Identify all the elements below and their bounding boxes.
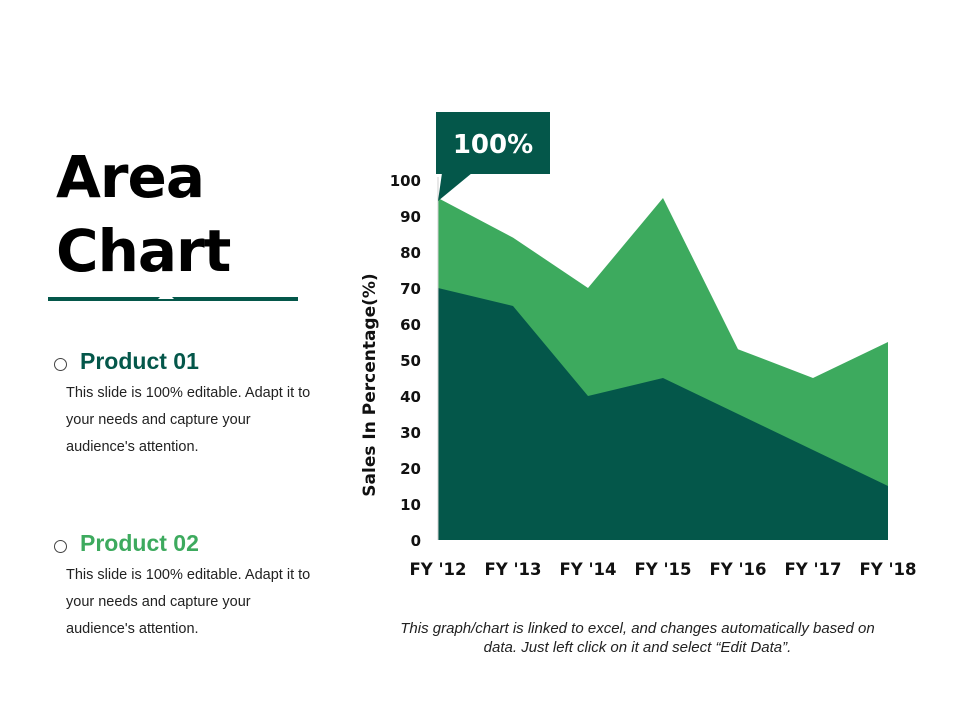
x-tick-label: FY '12 (410, 560, 467, 579)
circle-bullet-icon (54, 540, 67, 553)
y-tick-label: 40 (400, 388, 421, 406)
y-tick-label: 60 (400, 316, 421, 334)
x-tick-label: FY '13 (485, 560, 542, 579)
x-tick-label: FY '18 (860, 560, 917, 579)
chart-note: This graph/chart is linked to excel, and… (400, 620, 875, 656)
product-01-name: Product 01 (80, 348, 199, 374)
area-chart[interactable]: 0 10 20 30 40 50 60 70 80 90 100 FY '12 FY '13 FY '14… (340, 105, 940, 595)
callout-box (436, 112, 550, 174)
y-tick-label: 50 (400, 352, 421, 370)
product-02-description: This slide is 100% editable. Adapt it to… (66, 567, 311, 637)
product-01-description: This slide is 100% editable. Adapt it to… (66, 385, 311, 455)
y-tick-label: 0 (411, 532, 421, 550)
callout-label: 100% (453, 130, 533, 160)
y-axis-title: Sales In Percentage(%) (360, 273, 380, 496)
x-tick-label: FY '15 (635, 560, 692, 579)
title-underline (48, 291, 298, 301)
y-tick-label: 10 (400, 496, 421, 514)
title-line-1: Area (56, 143, 205, 211)
circle-bullet-icon (54, 358, 67, 371)
area-series-2 (438, 288, 888, 540)
y-tick-label: 80 (400, 244, 421, 262)
title-line-2: Chart (56, 217, 231, 285)
y-tick-label: 70 (400, 280, 421, 298)
y-tick-label: 20 (400, 460, 421, 478)
y-tick-label: 90 (400, 208, 421, 226)
slide-title: Area Chart (56, 140, 231, 288)
y-tick-label: 30 (400, 424, 421, 442)
underline-notch (158, 291, 174, 299)
y-tick-label: 100 (390, 172, 421, 190)
product-02-name: Product 02 (80, 530, 199, 556)
callout-pointer (438, 173, 472, 201)
x-tick-label: FY '17 (785, 560, 842, 579)
x-tick-label: FY '16 (710, 560, 767, 579)
x-tick-label: FY '14 (560, 560, 617, 579)
